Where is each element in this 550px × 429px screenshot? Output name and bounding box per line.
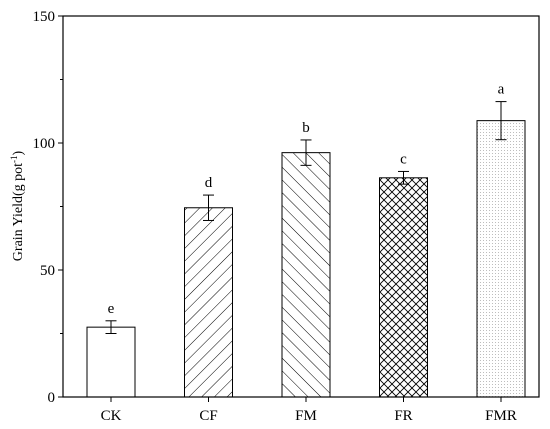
- significance-label-cf: d: [205, 175, 213, 191]
- x-tick-label-fm: FM: [295, 408, 317, 424]
- x-tick-label-fmr: FMR: [485, 408, 517, 424]
- x-tick-label-ck: CK: [101, 408, 122, 424]
- y-tick-label-0: 0: [48, 390, 56, 406]
- significance-label-ck: e: [108, 301, 115, 317]
- y-axis-ticks: 0 50 100 150: [33, 9, 63, 406]
- bars-group: [86, 120, 526, 398]
- bar-ck: [86, 326, 136, 398]
- error-bars-group: [105, 101, 507, 334]
- significance-label-fmr: a: [498, 82, 505, 98]
- bar-fr: [379, 177, 428, 398]
- y-tick-label-100: 100: [33, 136, 56, 152]
- significance-label-fr: c: [400, 151, 407, 167]
- y-axis-label: Grain Yield(g pot-1): [9, 150, 26, 261]
- bar-fmr: [476, 120, 526, 398]
- x-tick-label-fr: FR: [394, 408, 412, 424]
- x-tick-label-cf: CF: [199, 408, 217, 424]
- y-axis-label-superscript: -1: [9, 155, 19, 163]
- significance-label-fm: b: [302, 120, 310, 136]
- x-axis-ticks: CK CF FM FR FMR: [101, 397, 517, 424]
- bar-cf: [184, 207, 233, 398]
- bar-fm: [281, 152, 331, 398]
- y-tick-label-50: 50: [40, 263, 55, 279]
- y-axis-label-close: ): [11, 150, 26, 155]
- y-tick-label-150: 150: [33, 9, 56, 25]
- significance-labels-group: e d b c a: [108, 82, 505, 317]
- y-axis-label-main: Grain Yield(g pot: [11, 163, 26, 261]
